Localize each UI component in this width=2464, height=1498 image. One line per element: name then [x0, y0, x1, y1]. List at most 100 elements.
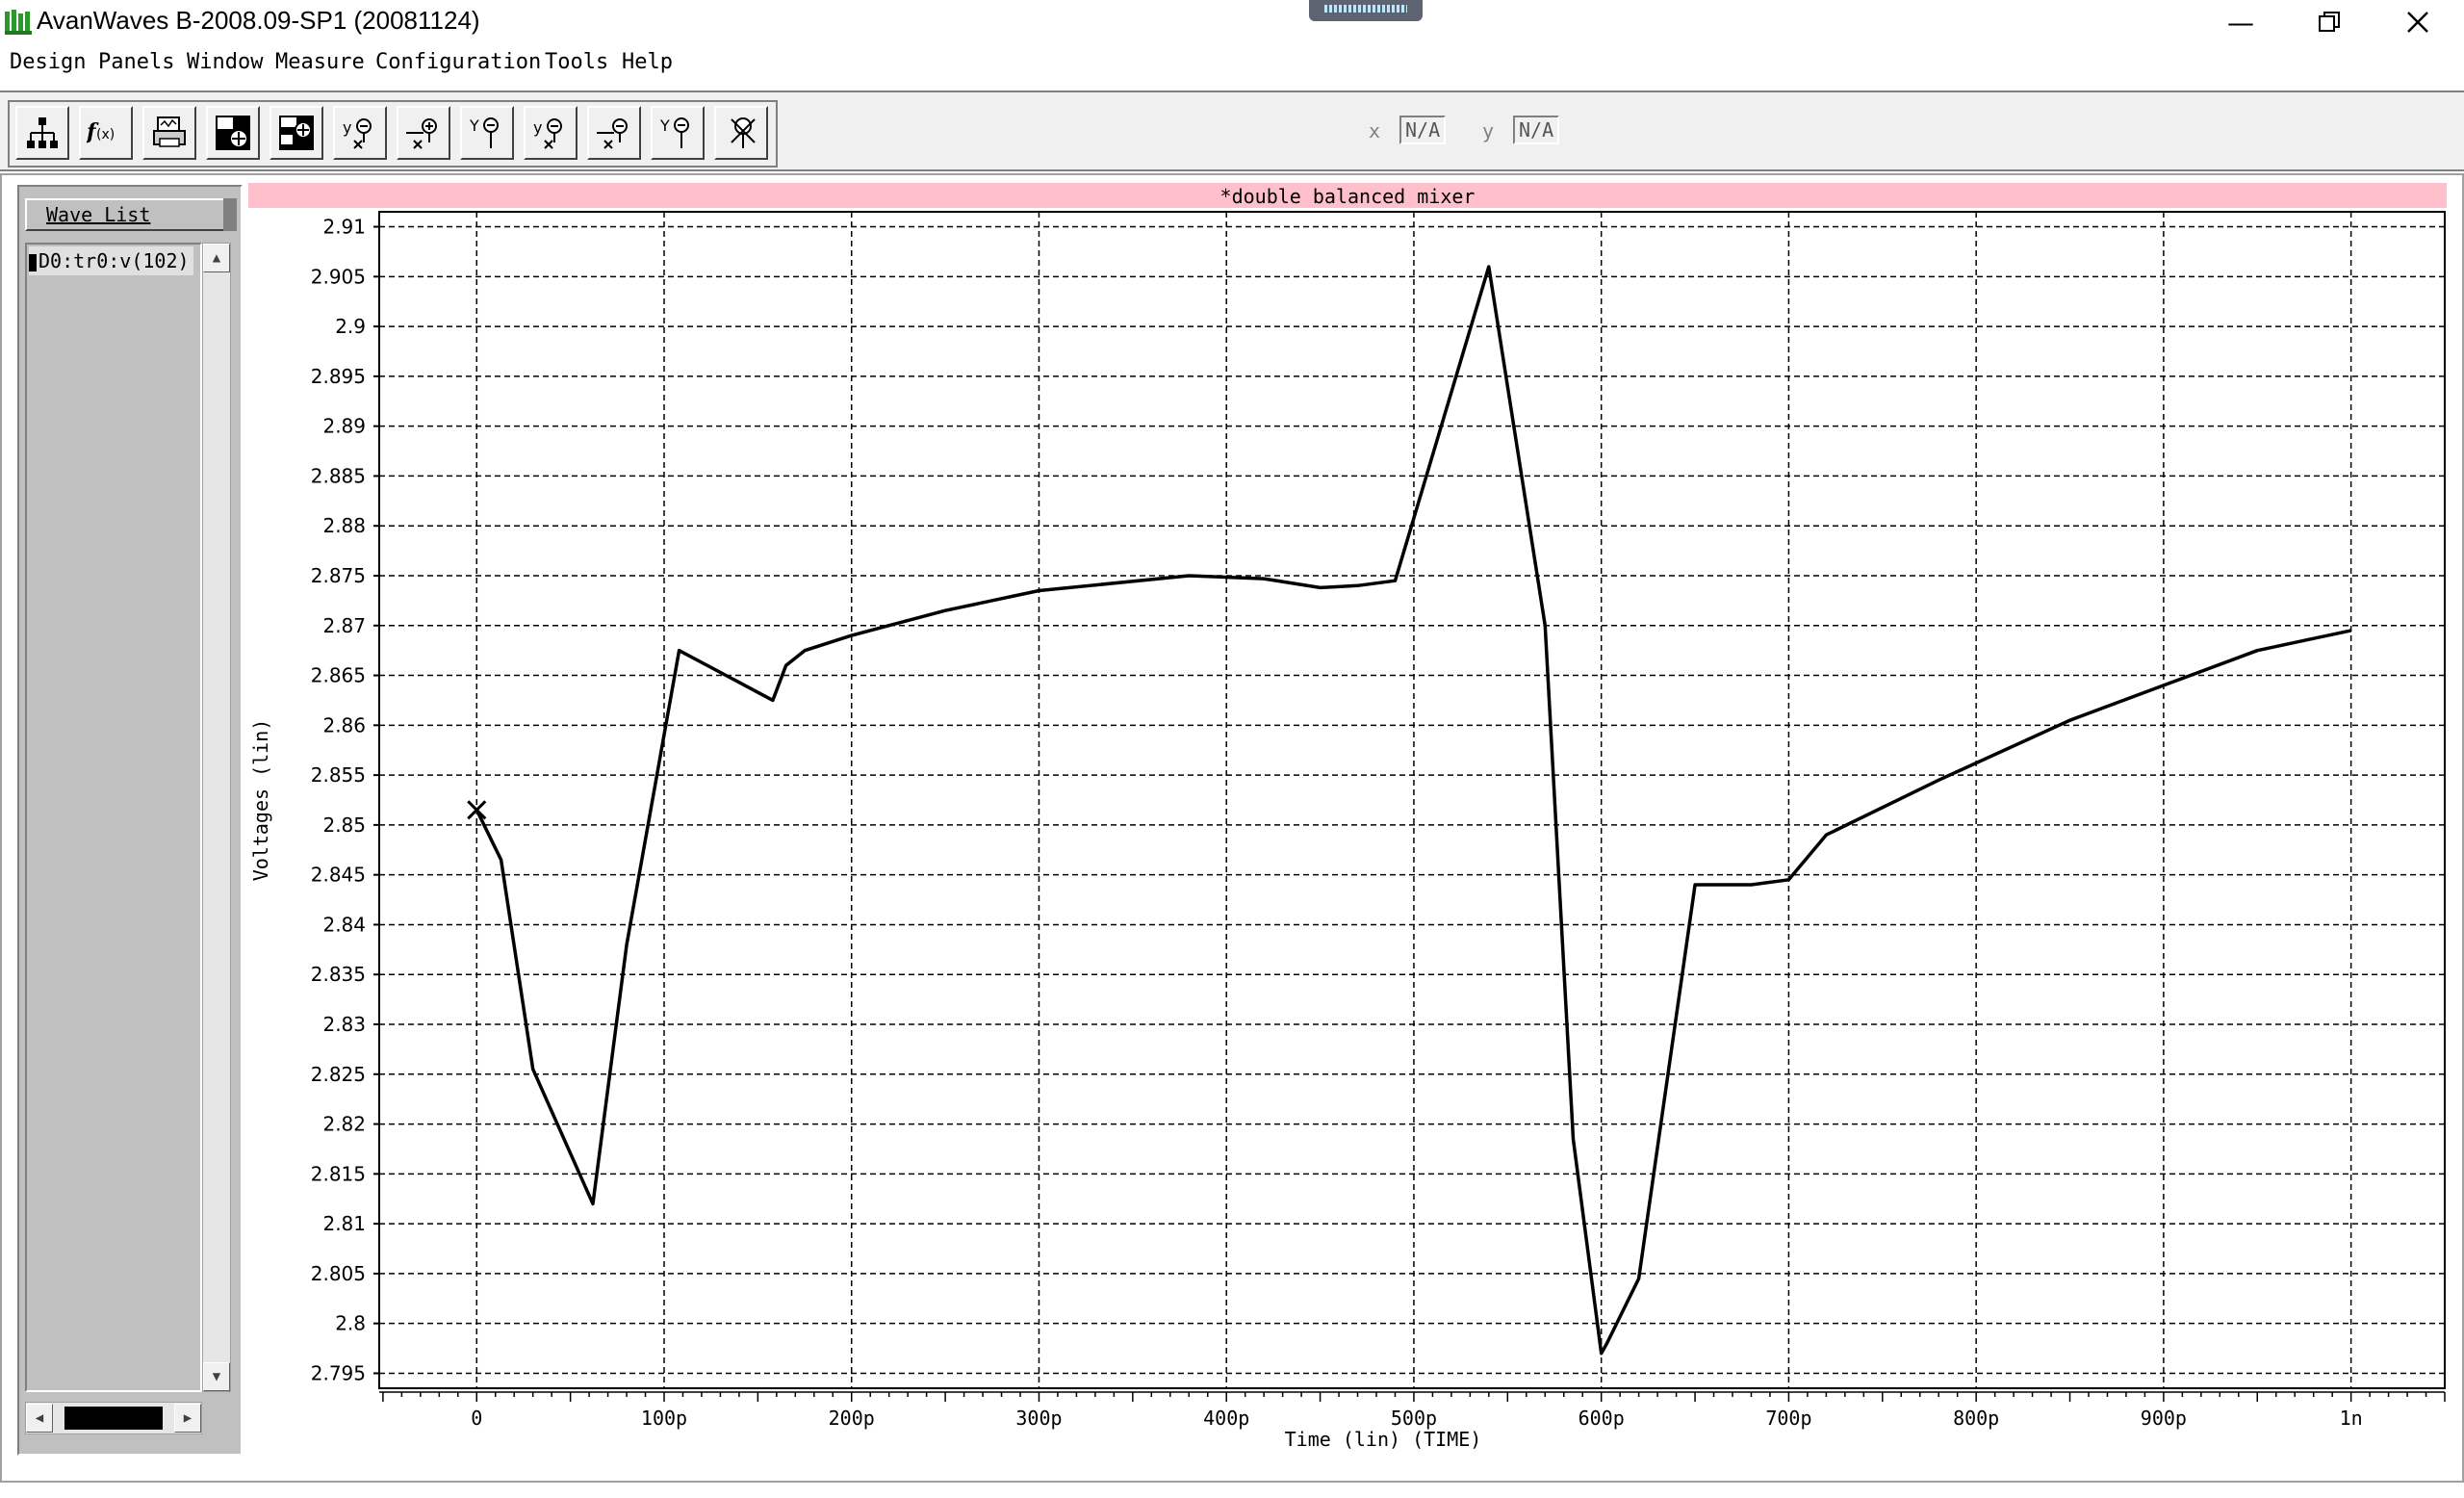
function-button[interactable]: f (x) [79, 106, 133, 160]
panel-add-button[interactable] [206, 106, 260, 160]
y-coord-label: y [1482, 119, 1495, 142]
y-tick-label: 2.84 [322, 913, 366, 936]
y-tick-label: 2.81 [322, 1212, 366, 1235]
hscroll-thumb[interactable] [64, 1407, 163, 1430]
y-tick-label: 2.835 [311, 963, 366, 986]
plot-frame [378, 211, 2446, 1389]
menu-window[interactable]: Window [187, 50, 264, 74]
wave-list-hscrollbar[interactable]: ◀ ▶ [25, 1402, 202, 1434]
y-tick-label: 2.865 [311, 664, 366, 687]
y-tick-label: 2.825 [311, 1063, 366, 1086]
wave-list[interactable]: D0:tr0:v(102) [25, 243, 202, 1392]
print-panel-button[interactable] [142, 106, 196, 160]
panel-add-icon [216, 116, 250, 150]
menu-tools[interactable]: Tools [545, 50, 609, 74]
x-tick-label: 0 [471, 1407, 482, 1430]
restore-icon[interactable] [2285, 0, 2374, 44]
panel-config-button[interactable] [270, 106, 323, 160]
x-coord-field: N/A [1399, 116, 1446, 144]
hierarchy-button[interactable] [15, 106, 69, 160]
y-tick-label: 2.88 [322, 514, 366, 537]
y-tick-label: 2.845 [311, 864, 366, 887]
clear-marker-icon [731, 117, 756, 148]
x-tick-label: 100p [641, 1407, 687, 1430]
x-tick-label: 600p [1578, 1407, 1625, 1430]
series-line [475, 265, 2351, 1356]
delta-marker-button-2[interactable] [587, 106, 641, 160]
x-tick-label: 200p [829, 1407, 875, 1430]
menu-help[interactable]: Help [622, 50, 673, 74]
hierarchy-icon [27, 117, 58, 148]
x-marker-icon [467, 800, 487, 820]
x-tick-label: 500p [1391, 1407, 1437, 1430]
print-panel-icon [153, 116, 186, 147]
y-tick-label: 2.905 [311, 265, 366, 288]
delete-marker-icon: y [343, 118, 372, 149]
x-tick-label: 700p [1765, 1407, 1811, 1430]
tool-group: f (x) [8, 100, 778, 168]
wave-list-vscrollbar[interactable]: ▲ ▼ [202, 243, 231, 1392]
plot-title: *double balanced mixer [248, 183, 2447, 208]
x-tick-label: 800p [1953, 1407, 1999, 1430]
window-title: AvanWaves B-2008.09-SP1 (20081124) [37, 6, 480, 35]
scroll-right-icon[interactable]: ▶ [174, 1404, 201, 1433]
wave-list-item-label: D0:tr0:v(102) [38, 249, 190, 272]
y-tick-label: 2.91 [322, 216, 366, 239]
svg-text:Y: Y [659, 116, 670, 135]
y-tick-label: 2.89 [322, 415, 366, 438]
point-marker-icon: Y [469, 116, 499, 148]
wave-color-swatch [29, 253, 37, 271]
main-area [0, 173, 2464, 1483]
menu-configuration[interactable]: Configuration [375, 50, 542, 74]
menu-bar: Design Panels Window Measure Configurati… [0, 44, 2464, 83]
delta-marker-icon [406, 118, 437, 149]
x-tick-label: 900p [2141, 1407, 2187, 1430]
y-tick-label: 2.795 [311, 1361, 366, 1384]
delete-marker-button-2[interactable]: y [524, 106, 578, 160]
y-tick-label: 2.87 [322, 614, 366, 637]
menu-measure[interactable]: Measure [275, 50, 365, 74]
y-tick-label: 2.8 [335, 1312, 366, 1335]
toolbar: f (x) [0, 90, 2464, 171]
panel-config-icon [279, 116, 314, 150]
delta-marker-icon [597, 118, 628, 149]
y-tick-label: 2.815 [311, 1162, 366, 1185]
y-tick-label: 2.855 [311, 763, 366, 787]
wave-list-panel: Wave List D0:tr0:v(102) ▲ ▼ ◀ ▶ [17, 185, 243, 1456]
delta-marker-button[interactable] [397, 106, 450, 160]
point-marker-icon: Y [659, 116, 689, 148]
title-bar: AvanWaves B-2008.09-SP1 (20081124) — [0, 0, 2464, 44]
wave-list-item[interactable]: D0:tr0:v(102) [29, 246, 193, 275]
point-marker-button[interactable]: Y [460, 106, 514, 160]
scroll-up-icon[interactable]: ▲ [203, 244, 230, 272]
avanwaves-icon [5, 10, 32, 35]
menu-design[interactable]: Design [10, 50, 87, 74]
wave-list-header[interactable]: Wave List [25, 198, 237, 231]
y-tick-label: 2.85 [322, 814, 366, 837]
y-tick-label: 2.805 [311, 1262, 366, 1285]
scroll-left-icon[interactable]: ◀ [26, 1404, 53, 1433]
y-tick-label: 2.895 [311, 365, 366, 388]
x-coord-label: x [1369, 119, 1381, 142]
point-marker-button-2[interactable]: Y [651, 106, 705, 160]
y-axis-label: Voltages (lin) [249, 719, 272, 882]
x-axis-label: Time (lin) (TIME) [1285, 1428, 1482, 1451]
svg-text:y: y [533, 118, 542, 137]
close-icon[interactable] [2374, 0, 2462, 44]
delete-marker-button[interactable]: y [333, 106, 387, 160]
y-tick-label: 2.86 [322, 713, 366, 736]
minimize-icon[interactable]: — [2227, 6, 2254, 39]
x-tick-label: 1n [2340, 1407, 2363, 1430]
svg-text:Y: Y [469, 116, 479, 135]
clear-marker-button[interactable] [714, 106, 768, 160]
waveform-plot[interactable]: 2.795 2.8 2.805 2.81 2.815 2.82 2.825 2.83 2.835… [248, 208, 2447, 1459]
svg-text:(x): (x) [96, 127, 115, 142]
svg-text:y: y [343, 118, 351, 137]
y-tick-label: 2.82 [322, 1113, 366, 1136]
delete-marker-icon: y [533, 118, 562, 149]
y-tick-label: 2.83 [322, 1013, 366, 1036]
scroll-down-icon[interactable]: ▼ [203, 1362, 230, 1391]
y-tick-label: 2.9 [335, 315, 366, 338]
menu-panels[interactable]: Panels [98, 50, 175, 74]
taskbar-thumbnail[interactable] [1309, 0, 1423, 21]
